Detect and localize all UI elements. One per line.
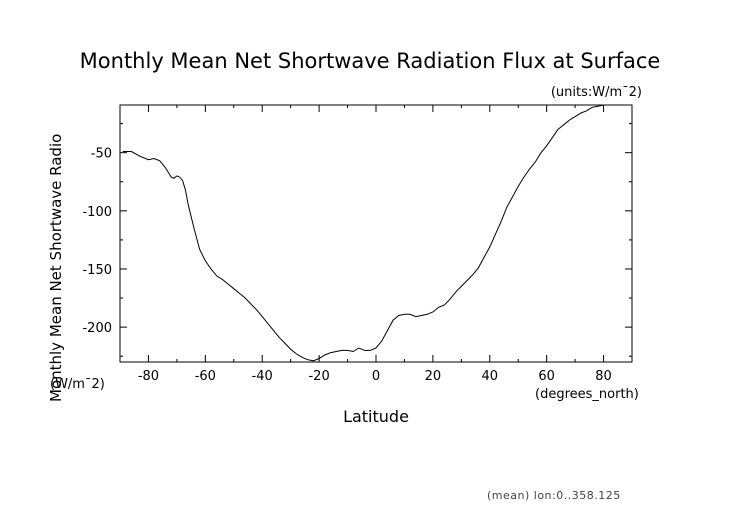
chart-title: Monthly Mean Net Shortwave Radiation Flu… — [80, 49, 661, 73]
plot-frame — [119, 104, 633, 363]
units-label: (units:W/m¯2) — [551, 85, 642, 100]
series-line — [122, 104, 627, 362]
x-tick-label: -40 — [252, 369, 273, 384]
x-tick-label: 80 — [595, 369, 612, 384]
x-tick-label: -60 — [195, 369, 216, 384]
x-tick-label: 20 — [425, 369, 442, 384]
x-axis-label: Latitude — [343, 407, 409, 426]
y-tick-label: -150 — [82, 263, 112, 278]
axis-ticks: -80 -60 -40 -20 0 20 40 60 80-200-150-100-50 — [82, 105, 632, 384]
y-axis-label: Monthly Mean Net Shortwave Radio — [47, 134, 65, 402]
x-tick-label: -80 — [138, 369, 159, 384]
y-tick-label: -50 — [91, 147, 112, 162]
x-axis-unit: (degrees_north) — [535, 387, 639, 402]
y-tick-label: -100 — [82, 205, 112, 220]
x-tick-label: 0 — [372, 369, 380, 384]
x-tick-label: 60 — [538, 369, 555, 384]
footnote: (mean) lon:0..358.125 — [487, 489, 621, 502]
y-axis-unit: (W/m¯2) — [50, 377, 105, 392]
x-tick-label: 40 — [482, 369, 499, 384]
x-tick-label: -20 — [308, 369, 329, 384]
y-tick-label: -200 — [82, 321, 112, 336]
